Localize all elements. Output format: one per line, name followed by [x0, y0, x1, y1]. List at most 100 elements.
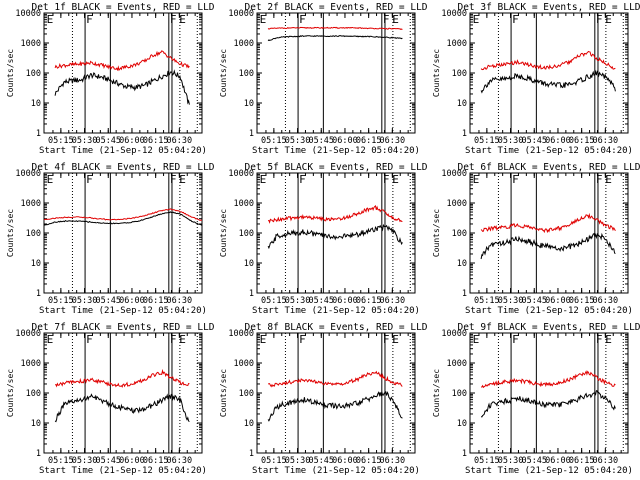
- interval-marker-f: F: [170, 333, 177, 346]
- y-tick-label: 10000: [15, 329, 41, 339]
- panel-title: Det 2f BLACK = Events, RED = LLD: [244, 2, 427, 13]
- y-axis-label: Counts/sec: [432, 369, 441, 417]
- panel-title: Det 7f BLACK = Events, RED = LLD: [31, 322, 214, 333]
- y-tick-label: 10000: [441, 169, 467, 179]
- y-tick-label: 10000: [441, 329, 467, 339]
- y-tick-label: 10: [457, 99, 467, 109]
- events-series-line: [267, 223, 403, 250]
- panel-det-8: Det 8f BLACK = Events, RED = LLD 1 10 100 10…: [219, 322, 428, 476]
- x-axis-label: Start Time (21-Sep-12 05:04:20): [252, 306, 420, 316]
- interval-marker-e: E: [392, 13, 399, 26]
- interval-marker-e: E: [605, 173, 612, 186]
- y-tick-label: 1000: [21, 359, 41, 369]
- interval-marker-e: E: [47, 173, 54, 186]
- x-tick-label: 06:30: [167, 456, 193, 466]
- interval-marker-f: F: [512, 333, 519, 346]
- x-tick-label: 06:00: [332, 136, 358, 146]
- x-tick-label: 06:30: [380, 456, 406, 466]
- y-tick-label: 10: [244, 99, 254, 109]
- y-tick-label: 100: [26, 69, 41, 79]
- x-tick-label: 06:00: [332, 296, 358, 306]
- x-tick-label: 06:30: [380, 296, 406, 306]
- interval-marker-f: F: [512, 173, 519, 186]
- y-tick-label: 1000: [21, 39, 41, 49]
- panel-det-3: Det 3f BLACK = Events, RED = LLD 1 10 100 10…: [432, 2, 640, 156]
- y-tick-label: 1: [249, 289, 254, 299]
- events-series-line: [480, 69, 616, 94]
- y-tick-label: 1: [462, 449, 467, 459]
- y-tick-label: 10000: [441, 9, 467, 19]
- y-tick-label: 10: [457, 419, 467, 429]
- y-axis-label: Counts/sec: [219, 209, 228, 257]
- x-tick-label: 06:30: [167, 136, 193, 146]
- panel-det-1: Det 1f BLACK = Events, RED = LLD 1 10 100 10…: [6, 2, 215, 156]
- events-series-line: [480, 390, 616, 418]
- y-tick-label: 10: [457, 259, 467, 269]
- interval-marker-f: F: [170, 13, 177, 26]
- plot-frame: [43, 12, 203, 134]
- x-axis-label: Start Time (21-Sep-12 05:04:20): [465, 306, 633, 316]
- x-tick-label: 05:15: [261, 296, 287, 306]
- y-axis-label: Counts/sec: [219, 369, 228, 417]
- events-series-line: [54, 392, 190, 423]
- y-tick-label: 1000: [21, 199, 41, 209]
- y-tick-label: 1: [36, 289, 41, 299]
- y-tick-label: 1000: [234, 39, 254, 49]
- y-tick-label: 100: [452, 69, 467, 79]
- x-tick-label: 05:30: [72, 296, 98, 306]
- y-tick-label: 1: [36, 449, 41, 459]
- y-tick-label: 100: [452, 389, 467, 399]
- interval-marker-f: F: [512, 13, 519, 26]
- x-tick-label: 06:15: [569, 456, 595, 466]
- x-tick-label: 05:30: [498, 136, 524, 146]
- x-axis-label: Start Time (21-Sep-12 05:04:20): [465, 146, 633, 156]
- x-tick-label: 06:00: [119, 136, 145, 146]
- events-series-line: [267, 391, 403, 422]
- interval-marker-e: E: [605, 13, 612, 26]
- x-tick-label: 06:15: [569, 296, 595, 306]
- x-axis-label: Start Time (21-Sep-12 05:04:20): [39, 306, 207, 316]
- panel-title: Det 8f BLACK = Events, RED = LLD: [244, 322, 427, 333]
- interval-marker-f: F: [170, 173, 177, 186]
- panel-title: Det 5f BLACK = Events, RED = LLD: [244, 162, 427, 173]
- y-tick-label: 100: [239, 69, 254, 79]
- x-tick-label: 05:15: [48, 136, 74, 146]
- interval-marker-f: F: [86, 173, 93, 186]
- panel-title: Det 9f BLACK = Events, RED = LLD: [457, 322, 640, 333]
- interval-marker-f: F: [299, 13, 306, 26]
- x-tick-label: 06:30: [593, 296, 619, 306]
- x-tick-label: 06:15: [356, 456, 382, 466]
- interval-marker-f: F: [596, 173, 603, 186]
- x-tick-label: 05:15: [474, 456, 500, 466]
- panel-title: Det 4f BLACK = Events, RED = LLD: [31, 162, 214, 173]
- x-tick-label: 05:45: [308, 136, 334, 146]
- lld-series-line: [54, 368, 190, 388]
- y-tick-label: 10000: [15, 169, 41, 179]
- y-tick-label: 1000: [447, 199, 467, 209]
- x-tick-label: 06:30: [167, 296, 193, 306]
- panel-det-9: Det 9f BLACK = Events, RED = LLD 1 10 100 10…: [432, 322, 640, 476]
- x-tick-label: 06:30: [380, 136, 406, 146]
- lld-series-line: [267, 26, 403, 30]
- x-tick-label: 06:15: [143, 296, 169, 306]
- panel-det-6: Det 6f BLACK = Events, RED = LLD 1 10 100 10…: [432, 162, 640, 316]
- y-axis-label: Counts/sec: [6, 49, 15, 97]
- plot-frame: [256, 12, 416, 134]
- x-tick-label: 06:15: [356, 136, 382, 146]
- x-tick-label: 06:00: [119, 296, 145, 306]
- x-tick-label: 06:15: [356, 296, 382, 306]
- interval-marker-e: E: [473, 13, 480, 26]
- x-tick-label: 05:30: [72, 456, 98, 466]
- interval-marker-e: E: [179, 13, 186, 26]
- y-tick-label: 10: [31, 419, 41, 429]
- y-tick-label: 1: [462, 289, 467, 299]
- x-axis-label: Start Time (21-Sep-12 05:04:20): [39, 466, 207, 476]
- x-tick-label: 06:00: [332, 456, 358, 466]
- panel-det-4: Det 4f BLACK = Events, RED = LLD 1 10 100 10…: [6, 162, 215, 316]
- x-tick-label: 05:15: [261, 456, 287, 466]
- y-tick-label: 10: [244, 259, 254, 269]
- interval-marker-e: E: [47, 13, 54, 26]
- x-tick-label: 05:15: [474, 296, 500, 306]
- y-tick-label: 10000: [228, 329, 254, 339]
